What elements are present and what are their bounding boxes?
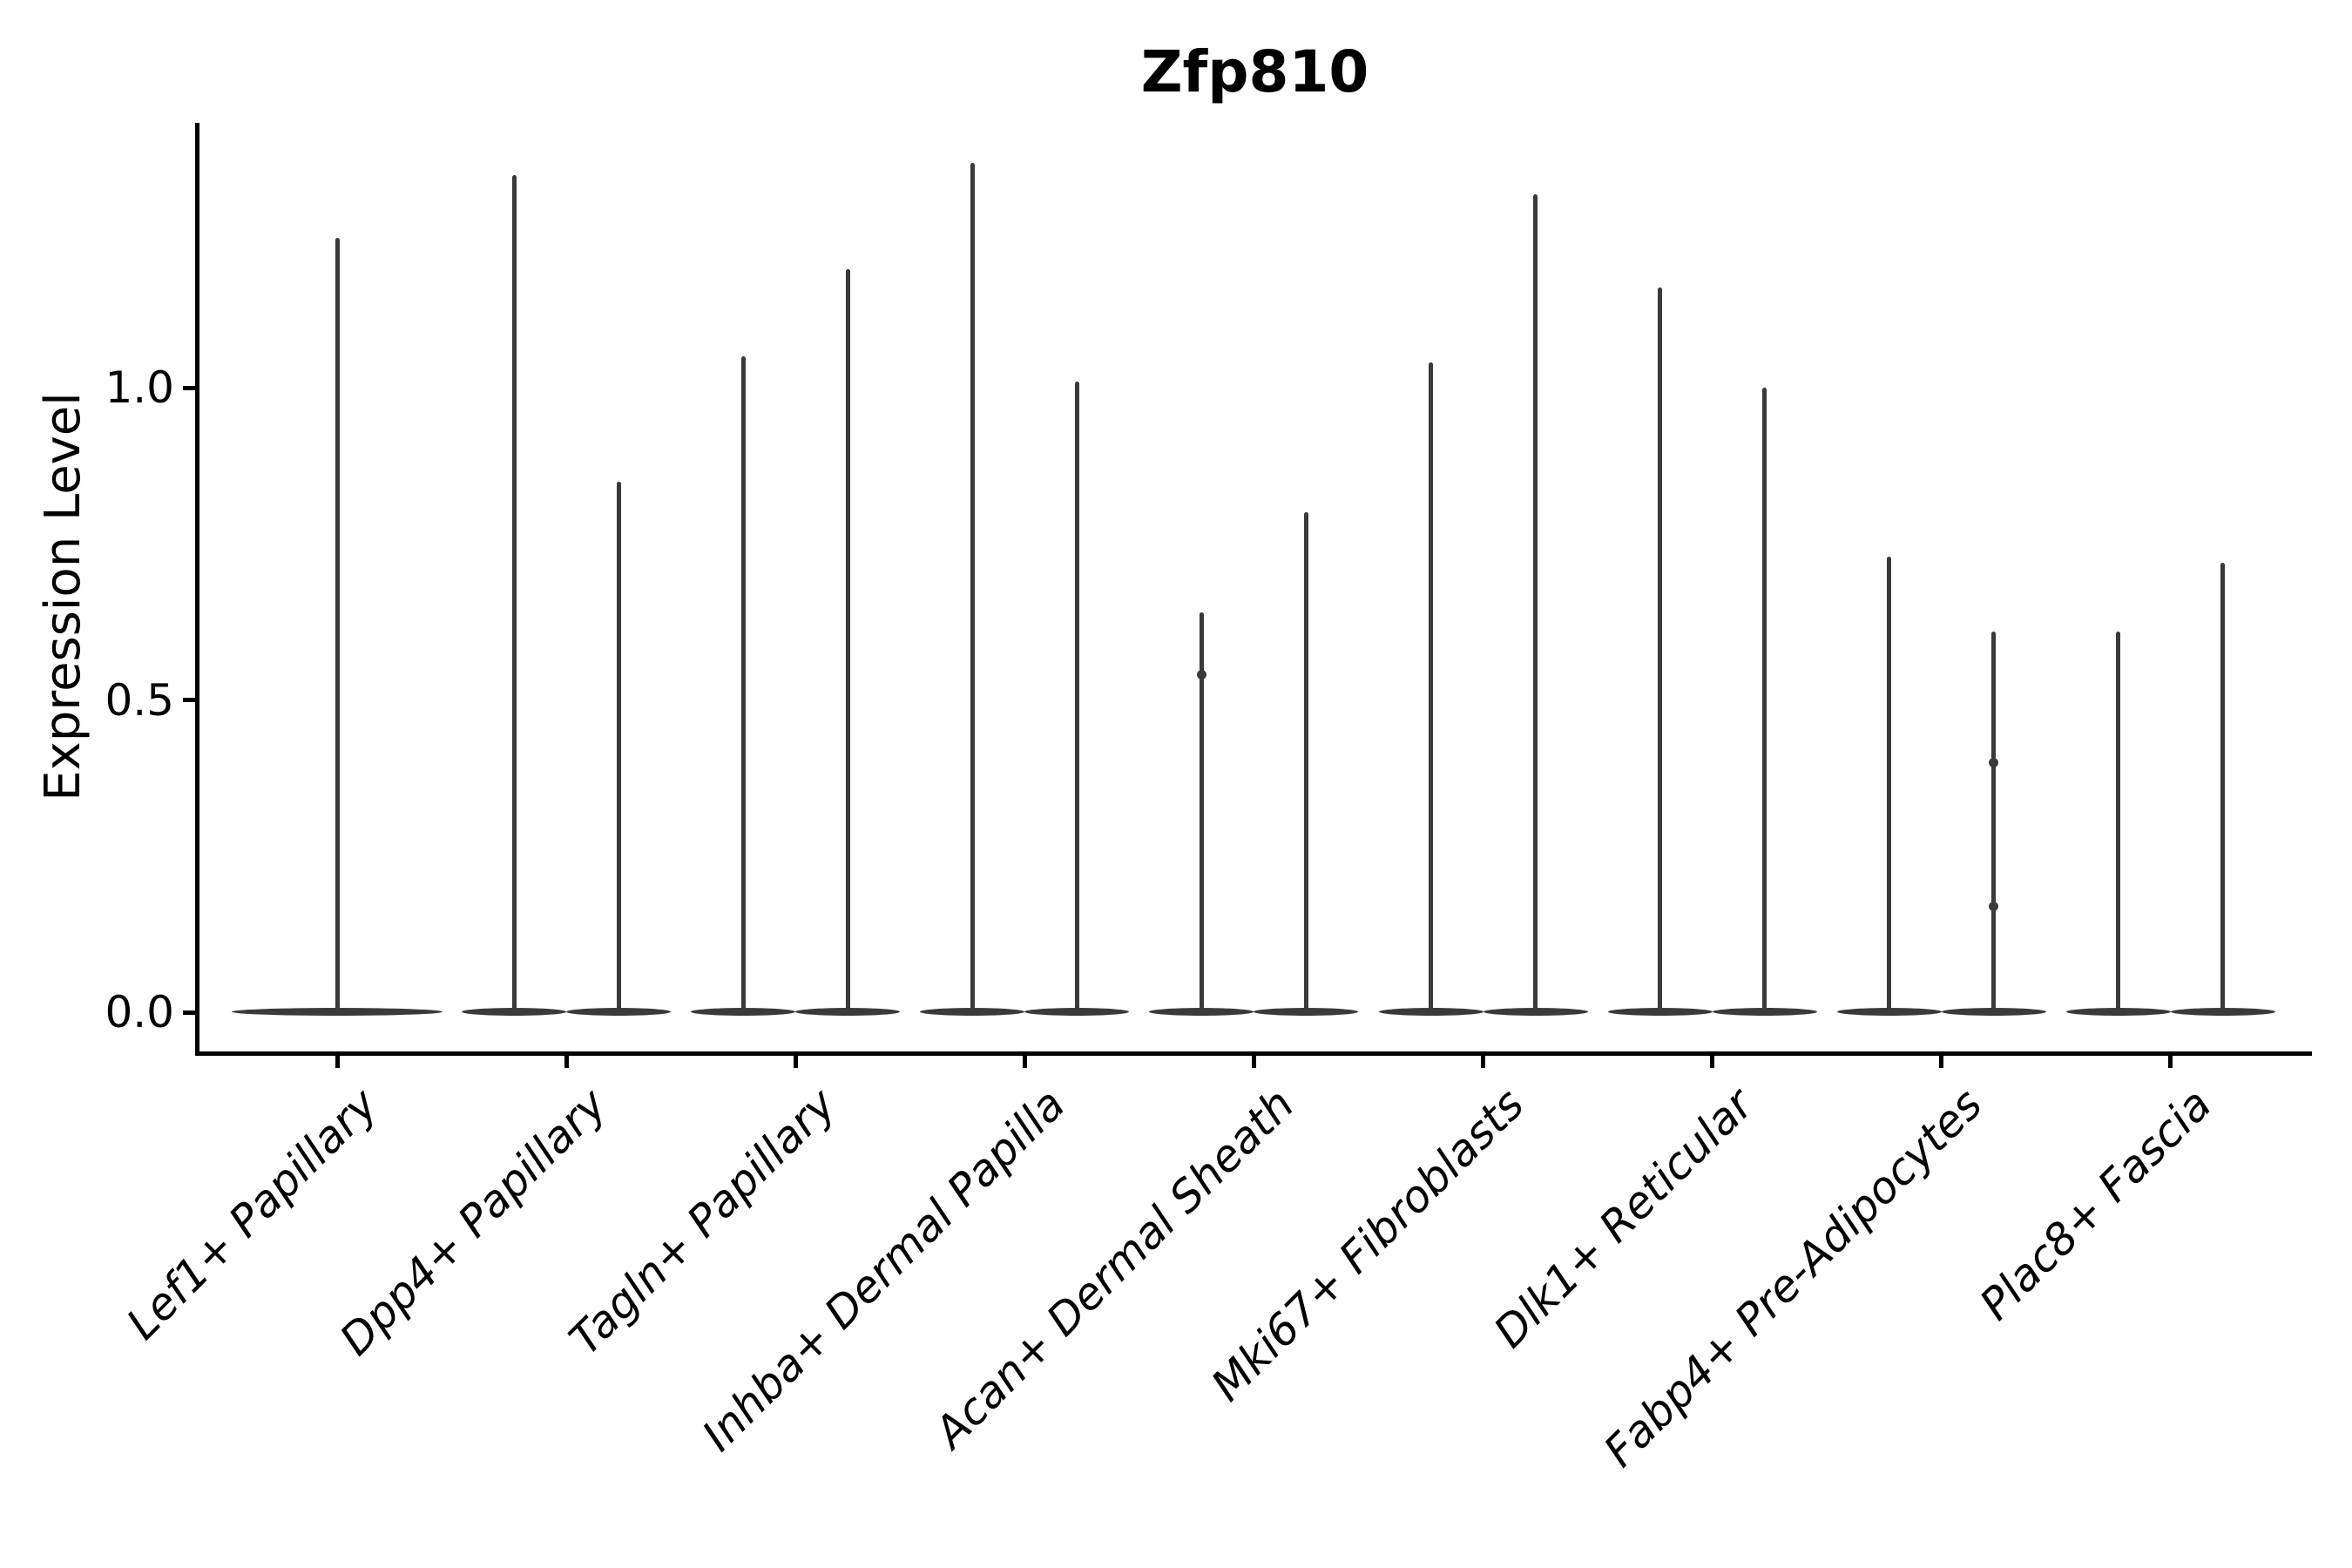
x-tick-mark — [1251, 1056, 1256, 1068]
y-tick-mark — [183, 385, 197, 390]
violin-bump — [1196, 670, 1206, 680]
x-tick-mark — [335, 1056, 340, 1068]
violin-spike — [1762, 388, 1767, 1014]
x-tick-label: Plac8+ Fascia — [1970, 1078, 2221, 1330]
violin-spike — [1074, 381, 1079, 1014]
violin-spike — [1658, 287, 1663, 1014]
x-tick-mark — [2168, 1056, 2173, 1068]
violin-spike — [1533, 193, 1538, 1014]
x-axis-spine — [195, 1051, 2312, 1056]
plot-title: Zfp810 — [1140, 38, 1369, 105]
violin-spike — [970, 162, 975, 1014]
y-tick-mark — [183, 1010, 197, 1015]
violin-bump — [1989, 757, 1999, 767]
violin-spike — [335, 237, 340, 1014]
violin-spike — [1991, 631, 1997, 1014]
violin-spike — [740, 356, 746, 1014]
violin-bump — [1989, 901, 1999, 911]
x-tick-label: Dlk1+ Reticular — [1484, 1078, 1763, 1358]
x-tick-mark — [1939, 1056, 1944, 1068]
violin-spike — [1199, 612, 1204, 1014]
violin-spike — [2220, 562, 2226, 1014]
y-tick-label: 1.0 — [105, 362, 174, 413]
x-tick-label: Tagln+ Papillary — [559, 1078, 846, 1365]
violin-spike — [845, 268, 850, 1014]
y-tick-label: 0.0 — [105, 987, 174, 1037]
x-tick-mark — [1481, 1056, 1485, 1068]
y-tick-label: 0.5 — [105, 674, 174, 726]
x-tick-label: Inhba+ Dermal Papilla — [693, 1078, 1075, 1462]
violin-spike — [616, 481, 621, 1014]
x-tick-label: Acan+ Dermal Sheath — [925, 1078, 1304, 1458]
x-tick-label: Lef1+ Papillary — [117, 1078, 388, 1349]
x-tick-label: Dpp4+ Papillary — [330, 1078, 617, 1366]
y-tick-mark — [183, 698, 197, 702]
violin-spike — [2116, 631, 2121, 1014]
violin-spike — [1303, 512, 1308, 1014]
x-tick-mark — [564, 1056, 569, 1068]
violin-spike — [511, 175, 517, 1014]
x-tick-mark — [1710, 1056, 1715, 1068]
violin-spike — [1887, 556, 1892, 1014]
violin-spike — [1429, 362, 1433, 1014]
y-axis-spine — [195, 123, 199, 1053]
x-tick-mark — [793, 1056, 798, 1068]
x-tick-mark — [1022, 1056, 1027, 1068]
x-tick-label: Mki67+ Fibroblasts — [1201, 1078, 1534, 1411]
x-tick-label: Fabp4+ Pre-Adipocytes — [1593, 1078, 1992, 1477]
